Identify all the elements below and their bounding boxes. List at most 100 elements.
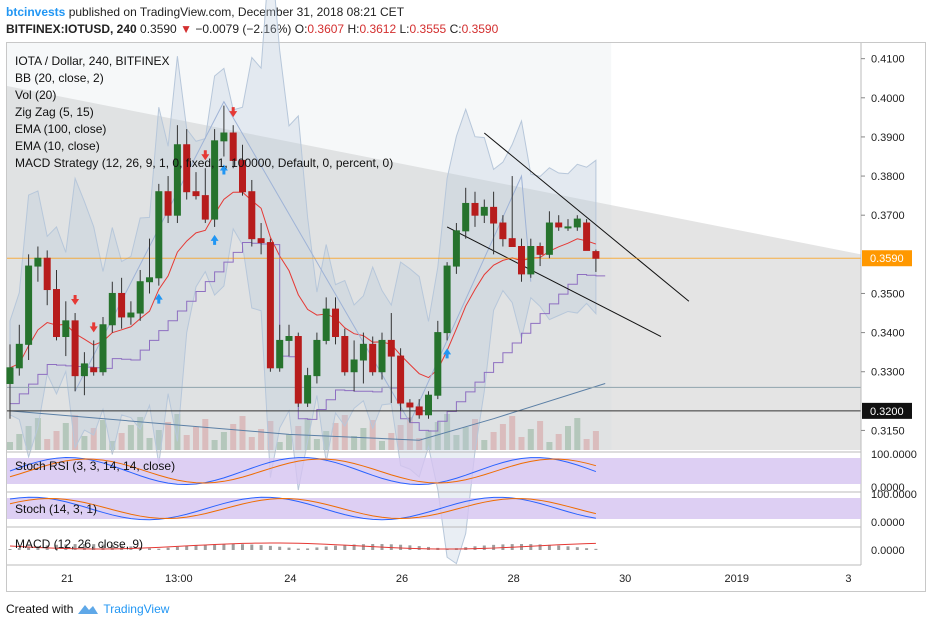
level-tag-label: 0.3200	[870, 406, 904, 418]
macd-histogram-bar	[547, 544, 551, 550]
volume-bar	[555, 434, 562, 450]
chart-frame[interactable]	[6, 42, 926, 592]
candle	[369, 336, 377, 376]
volume-bar	[7, 442, 13, 450]
trend-shade	[7, 86, 861, 450]
oscillator-band	[7, 498, 861, 519]
candle-body	[573, 218, 581, 228]
volume-bar	[592, 431, 599, 450]
author-link[interactable]: btcinvests	[6, 5, 66, 19]
candle	[146, 238, 153, 294]
oscillator-d-line	[9, 458, 597, 484]
volume-bar	[109, 441, 116, 450]
candle	[555, 215, 563, 231]
volume-bar	[72, 415, 79, 450]
trailing-step-line	[10, 242, 606, 432]
macd-histogram-bar	[82, 544, 86, 550]
macd-histogram-bar	[101, 544, 105, 550]
candle-body	[248, 191, 256, 240]
candle	[53, 269, 60, 341]
macd-histogram-bar	[361, 544, 365, 550]
legend-vol: Vol (20)	[15, 88, 57, 102]
volume-bar	[388, 433, 395, 450]
oscillator-k-line	[9, 496, 596, 521]
candle	[545, 211, 553, 259]
candle	[90, 340, 98, 376]
macd-histogram-bar	[8, 549, 12, 550]
candle	[397, 348, 405, 411]
candle-body	[397, 355, 405, 404]
macd-histogram-bar	[352, 544, 356, 550]
time-tick-label: 2019	[725, 573, 749, 585]
candle-body	[536, 246, 544, 255]
candle	[573, 215, 581, 231]
macd-histogram-bar	[73, 544, 77, 550]
macd-histogram-bar	[241, 544, 244, 550]
macd-histogram-bar	[334, 545, 337, 550]
tradingview-brand[interactable]: TradingView	[103, 602, 170, 616]
volume-bar	[286, 434, 292, 450]
candle	[173, 125, 181, 224]
volume-bar	[248, 437, 255, 450]
macd-label: MACD (12, 26, close, 9)	[15, 537, 144, 551]
volume-bar	[193, 427, 199, 450]
buy-signal-arrow	[443, 348, 452, 359]
stoch-pane: 100.0000 0.0000	[7, 489, 917, 529]
macd-histogram-bar	[157, 548, 161, 550]
volume-bar	[360, 428, 367, 450]
candle	[99, 316, 107, 376]
candle	[80, 352, 88, 396]
volume-bar	[472, 419, 478, 450]
candle	[536, 242, 544, 267]
footer: Created with TradingView	[6, 602, 169, 616]
tradingview-logo-icon	[78, 605, 99, 614]
macd-histogram-bar	[399, 544, 403, 550]
time-tick-label: 3	[845, 573, 851, 585]
legend-zigzag: Zig Zag (5, 15)	[15, 105, 94, 119]
legend-ema100: EMA (100, close)	[15, 122, 107, 136]
pane-low-label: 0.0000	[871, 517, 905, 529]
time-tick-label: 24	[284, 573, 296, 585]
time-tick-label: 30	[619, 573, 631, 585]
macd-histogram-bar	[287, 547, 291, 550]
candle-body	[192, 191, 200, 197]
volume-bar	[44, 439, 51, 450]
volume-bar	[406, 417, 413, 450]
macd-histogram-bar	[110, 544, 114, 550]
candle	[127, 301, 135, 325]
price-tick-label: 0.4100	[871, 54, 905, 66]
volume-bar	[146, 438, 153, 450]
candle-body	[71, 320, 79, 377]
legend-bb: BB (20, close, 2)	[15, 71, 104, 85]
candle-body	[322, 308, 330, 341]
chart-header: btcinvests published on TradingView.com,…	[6, 4, 498, 38]
candle-body	[378, 339, 386, 373]
volume-bar	[25, 426, 32, 450]
candle-body	[518, 246, 525, 275]
macd-histogram-bar	[296, 548, 300, 550]
candle	[415, 399, 423, 419]
volume-bar	[546, 442, 553, 450]
macd-signal-line	[9, 542, 596, 550]
candle-body	[80, 363, 88, 377]
candle-body	[443, 265, 451, 334]
candle-body	[211, 140, 219, 220]
candle	[136, 269, 144, 321]
open-value: 0.3607	[307, 22, 345, 36]
legend-ema10: EMA (10, close)	[15, 139, 100, 153]
time-tick-label: 21	[61, 573, 73, 585]
volume-bar	[462, 427, 469, 450]
macd-histogram-bar	[203, 544, 207, 550]
sell-signal-arrow	[71, 295, 80, 306]
time-tick-label: 26	[396, 573, 408, 585]
macd-histogram-bar	[259, 545, 263, 550]
volume-bar	[267, 421, 274, 450]
candle	[378, 332, 386, 380]
candle-body	[201, 195, 209, 220]
close-value: 0.3590	[461, 22, 499, 36]
macd-histogram-bar	[557, 545, 561, 550]
candle-body	[118, 292, 126, 318]
price-tick-label: 0.3150	[871, 425, 905, 437]
candle-body	[387, 339, 395, 357]
